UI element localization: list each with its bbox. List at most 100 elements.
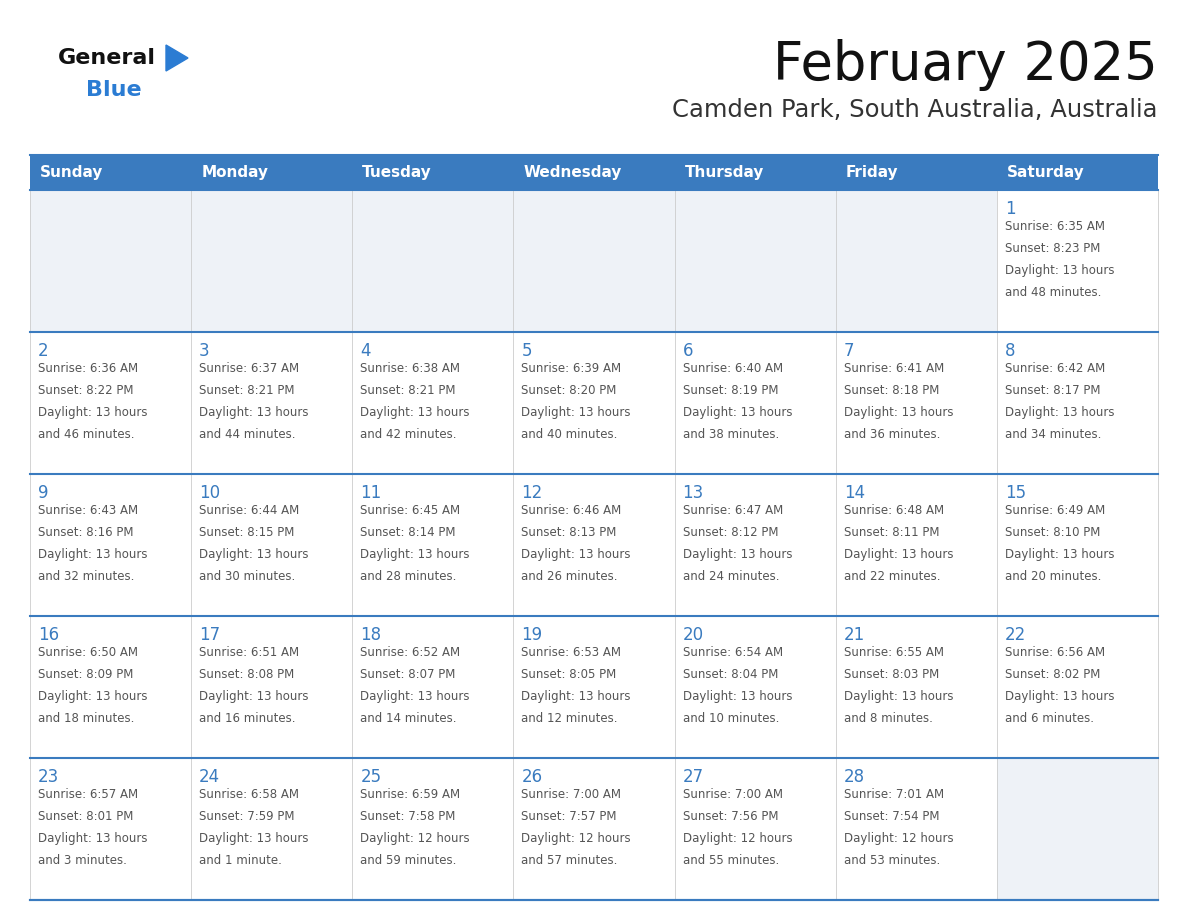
Text: Daylight: 12 hours: Daylight: 12 hours <box>683 832 792 845</box>
Text: Sunset: 8:02 PM: Sunset: 8:02 PM <box>1005 668 1100 681</box>
Text: February 2025: February 2025 <box>773 39 1158 91</box>
Text: and 22 minutes.: and 22 minutes. <box>843 570 940 583</box>
Polygon shape <box>166 45 188 71</box>
Text: Sunrise: 6:48 AM: Sunrise: 6:48 AM <box>843 504 943 517</box>
Text: Sunset: 8:14 PM: Sunset: 8:14 PM <box>360 526 456 539</box>
Text: Daylight: 13 hours: Daylight: 13 hours <box>843 690 953 703</box>
Text: 17: 17 <box>200 626 220 644</box>
Text: Sunrise: 6:54 AM: Sunrise: 6:54 AM <box>683 646 783 659</box>
Text: 8: 8 <box>1005 342 1016 360</box>
Bar <box>513 332 675 474</box>
Bar <box>675 758 835 900</box>
Text: Sunrise: 6:40 AM: Sunrise: 6:40 AM <box>683 362 783 375</box>
Text: 26: 26 <box>522 768 543 786</box>
Text: Sunrise: 6:52 AM: Sunrise: 6:52 AM <box>360 646 461 659</box>
Text: Sunset: 8:03 PM: Sunset: 8:03 PM <box>843 668 939 681</box>
Text: Sunrise: 6:43 AM: Sunrise: 6:43 AM <box>38 504 138 517</box>
Text: Daylight: 13 hours: Daylight: 13 hours <box>1005 548 1114 561</box>
Text: Daylight: 13 hours: Daylight: 13 hours <box>360 406 469 419</box>
Bar <box>997 758 1158 900</box>
Text: Sunrise: 7:00 AM: Sunrise: 7:00 AM <box>683 788 783 801</box>
Text: Sunrise: 6:55 AM: Sunrise: 6:55 AM <box>843 646 943 659</box>
Text: 23: 23 <box>38 768 59 786</box>
Text: and 59 minutes.: and 59 minutes. <box>360 854 456 867</box>
Text: Daylight: 13 hours: Daylight: 13 hours <box>1005 690 1114 703</box>
Text: 12: 12 <box>522 484 543 502</box>
Text: Sunset: 8:17 PM: Sunset: 8:17 PM <box>1005 384 1100 397</box>
Text: Sunset: 8:11 PM: Sunset: 8:11 PM <box>843 526 940 539</box>
Text: and 44 minutes.: and 44 minutes. <box>200 428 296 441</box>
Bar <box>353 758 513 900</box>
Text: and 55 minutes.: and 55 minutes. <box>683 854 779 867</box>
Text: Monday: Monday <box>201 165 268 180</box>
Text: Sunrise: 6:58 AM: Sunrise: 6:58 AM <box>200 788 299 801</box>
Text: and 38 minutes.: and 38 minutes. <box>683 428 779 441</box>
Text: 1: 1 <box>1005 200 1016 218</box>
Text: Blue: Blue <box>86 80 141 100</box>
Text: Daylight: 13 hours: Daylight: 13 hours <box>200 406 309 419</box>
Text: and 48 minutes.: and 48 minutes. <box>1005 286 1101 299</box>
Text: Sunrise: 6:44 AM: Sunrise: 6:44 AM <box>200 504 299 517</box>
Text: Sunset: 8:16 PM: Sunset: 8:16 PM <box>38 526 133 539</box>
Bar <box>353 190 513 332</box>
Text: Sunrise: 6:45 AM: Sunrise: 6:45 AM <box>360 504 461 517</box>
Bar <box>835 190 997 332</box>
Bar <box>513 616 675 758</box>
Text: Daylight: 13 hours: Daylight: 13 hours <box>522 548 631 561</box>
Text: and 20 minutes.: and 20 minutes. <box>1005 570 1101 583</box>
Text: Daylight: 13 hours: Daylight: 13 hours <box>522 690 631 703</box>
Text: Sunset: 8:01 PM: Sunset: 8:01 PM <box>38 810 133 823</box>
Bar <box>30 616 191 758</box>
Text: Daylight: 13 hours: Daylight: 13 hours <box>38 406 147 419</box>
Text: and 42 minutes.: and 42 minutes. <box>360 428 456 441</box>
Text: and 16 minutes.: and 16 minutes. <box>200 712 296 725</box>
Text: and 14 minutes.: and 14 minutes. <box>360 712 456 725</box>
Text: Sunrise: 6:37 AM: Sunrise: 6:37 AM <box>200 362 299 375</box>
Text: and 46 minutes.: and 46 minutes. <box>38 428 134 441</box>
Text: 16: 16 <box>38 626 59 644</box>
Text: 10: 10 <box>200 484 220 502</box>
Text: Tuesday: Tuesday <box>362 165 432 180</box>
Bar <box>30 155 1158 190</box>
Text: Daylight: 13 hours: Daylight: 13 hours <box>683 690 792 703</box>
Text: Sunrise: 6:50 AM: Sunrise: 6:50 AM <box>38 646 138 659</box>
Text: Sunset: 8:18 PM: Sunset: 8:18 PM <box>843 384 939 397</box>
Text: and 28 minutes.: and 28 minutes. <box>360 570 456 583</box>
Bar <box>30 332 191 474</box>
Bar <box>353 474 513 616</box>
Text: and 12 minutes.: and 12 minutes. <box>522 712 618 725</box>
Text: Sunset: 7:56 PM: Sunset: 7:56 PM <box>683 810 778 823</box>
Text: 14: 14 <box>843 484 865 502</box>
Text: Sunset: 8:20 PM: Sunset: 8:20 PM <box>522 384 617 397</box>
Text: 7: 7 <box>843 342 854 360</box>
Text: Daylight: 13 hours: Daylight: 13 hours <box>360 690 469 703</box>
Text: 6: 6 <box>683 342 693 360</box>
Text: Sunset: 8:05 PM: Sunset: 8:05 PM <box>522 668 617 681</box>
Text: 9: 9 <box>38 484 49 502</box>
Bar <box>997 332 1158 474</box>
Text: Sunset: 8:08 PM: Sunset: 8:08 PM <box>200 668 295 681</box>
Text: and 10 minutes.: and 10 minutes. <box>683 712 779 725</box>
Text: Wednesday: Wednesday <box>524 165 621 180</box>
Text: Daylight: 12 hours: Daylight: 12 hours <box>522 832 631 845</box>
Bar <box>997 190 1158 332</box>
Bar <box>191 190 353 332</box>
Text: Daylight: 13 hours: Daylight: 13 hours <box>38 548 147 561</box>
Text: Sunrise: 6:56 AM: Sunrise: 6:56 AM <box>1005 646 1105 659</box>
Text: Sunset: 8:12 PM: Sunset: 8:12 PM <box>683 526 778 539</box>
Text: 27: 27 <box>683 768 703 786</box>
Bar <box>997 616 1158 758</box>
Text: 21: 21 <box>843 626 865 644</box>
Text: 4: 4 <box>360 342 371 360</box>
Text: 15: 15 <box>1005 484 1026 502</box>
Text: Sunrise: 6:47 AM: Sunrise: 6:47 AM <box>683 504 783 517</box>
Text: Sunrise: 6:49 AM: Sunrise: 6:49 AM <box>1005 504 1105 517</box>
Text: Sunrise: 6:53 AM: Sunrise: 6:53 AM <box>522 646 621 659</box>
Text: Sunrise: 6:41 AM: Sunrise: 6:41 AM <box>843 362 944 375</box>
Bar <box>997 474 1158 616</box>
Text: 18: 18 <box>360 626 381 644</box>
Text: Sunrise: 7:00 AM: Sunrise: 7:00 AM <box>522 788 621 801</box>
Text: Daylight: 13 hours: Daylight: 13 hours <box>1005 264 1114 277</box>
Bar <box>675 332 835 474</box>
Bar <box>675 474 835 616</box>
